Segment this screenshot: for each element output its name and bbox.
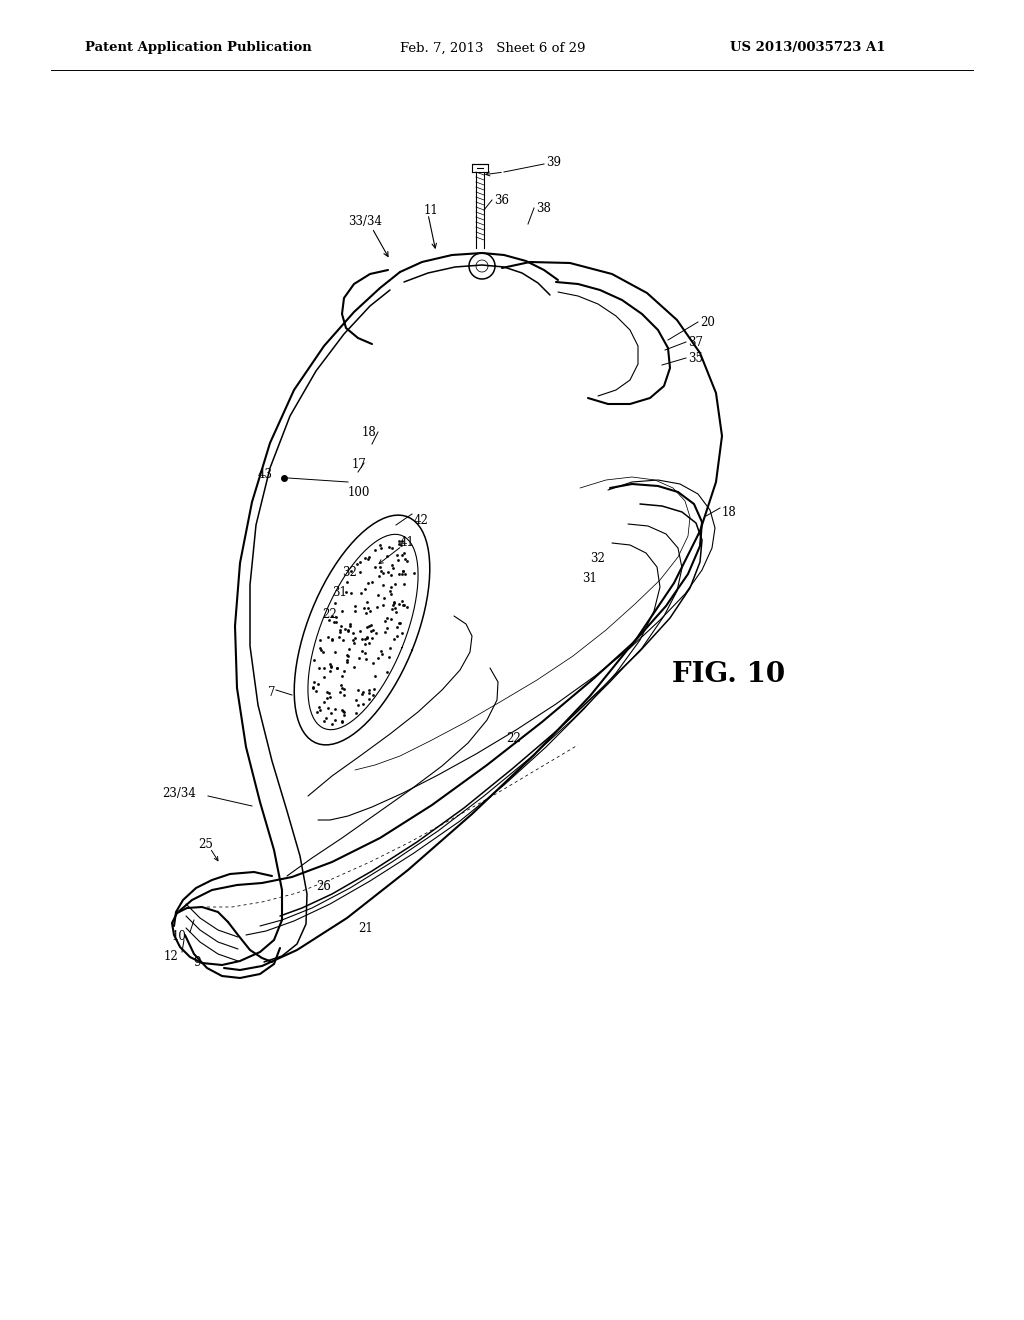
Text: 21: 21 [358, 921, 373, 935]
Text: 20: 20 [700, 315, 715, 329]
Text: 12: 12 [164, 949, 179, 962]
Text: US 2013/0035723 A1: US 2013/0035723 A1 [730, 41, 886, 54]
Text: Patent Application Publication: Patent Application Publication [85, 41, 311, 54]
Text: 100: 100 [348, 486, 371, 499]
Text: 22: 22 [506, 731, 521, 744]
Text: 38: 38 [536, 202, 551, 214]
Text: 32: 32 [342, 565, 357, 578]
Text: 26: 26 [316, 879, 331, 892]
Text: 32: 32 [590, 552, 605, 565]
Text: 10: 10 [172, 929, 186, 942]
Text: 7: 7 [268, 685, 275, 698]
Text: 43: 43 [258, 467, 273, 480]
Text: 11: 11 [424, 203, 438, 216]
Text: 37: 37 [688, 335, 703, 348]
Text: 18: 18 [362, 425, 377, 438]
Text: 9: 9 [193, 956, 201, 969]
Text: Feb. 7, 2013   Sheet 6 of 29: Feb. 7, 2013 Sheet 6 of 29 [400, 41, 586, 54]
Text: 35: 35 [688, 351, 703, 364]
Text: 41: 41 [400, 536, 415, 549]
Text: 39: 39 [546, 156, 561, 169]
Text: 25: 25 [198, 837, 213, 850]
Text: 42: 42 [414, 513, 429, 527]
Text: 17: 17 [352, 458, 367, 471]
Text: 36: 36 [494, 194, 509, 206]
Text: 31: 31 [332, 586, 347, 598]
Text: 22: 22 [322, 607, 337, 620]
Text: 33/34: 33/34 [348, 215, 382, 228]
Text: 23/34: 23/34 [162, 788, 196, 800]
Text: FIG. 10: FIG. 10 [672, 661, 785, 689]
Text: 31: 31 [582, 572, 597, 585]
Text: 18: 18 [722, 506, 736, 519]
